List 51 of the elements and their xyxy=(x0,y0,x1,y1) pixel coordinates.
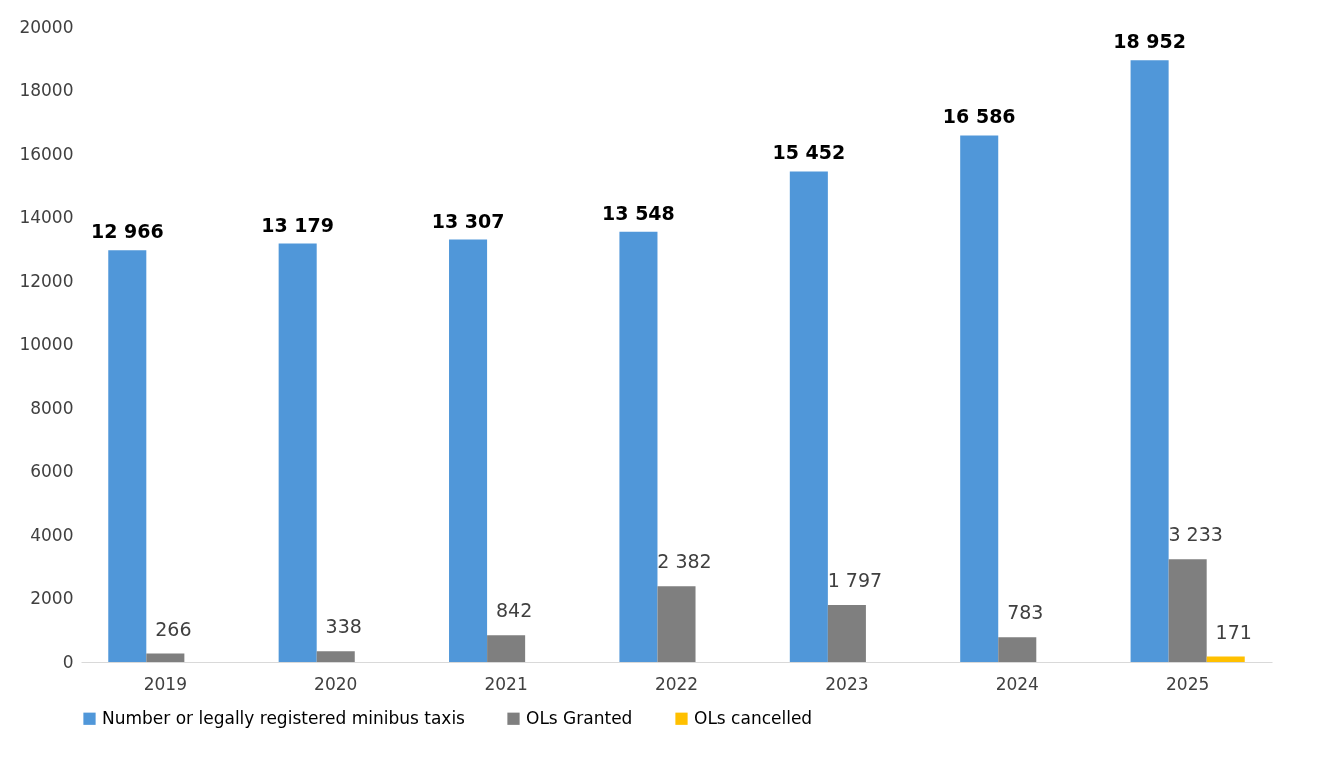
legend-label: OLs cancelled xyxy=(694,707,813,728)
bar xyxy=(960,135,999,662)
y-tick-label: 6000 xyxy=(30,461,74,481)
data-label: 266 xyxy=(155,617,192,640)
data-label: 12 966 xyxy=(90,220,164,243)
x-tick-label: 2020 xyxy=(314,673,358,694)
data-label: 13 548 xyxy=(602,201,675,224)
bar xyxy=(449,239,488,662)
data-label: 171 xyxy=(1215,620,1252,643)
data-label: 842 xyxy=(495,599,533,622)
y-tick-label: 16000 xyxy=(19,143,74,164)
x-tick-label: 2025 xyxy=(1166,673,1210,694)
x-tick-label: 2023 xyxy=(825,673,869,694)
y-tick-label: 20000 xyxy=(19,16,74,37)
y-tick-label: 14000 xyxy=(19,207,74,227)
y-tick-label: 8000 xyxy=(30,397,74,418)
bar xyxy=(827,604,866,662)
bar xyxy=(789,171,828,662)
data-label: 13 179 xyxy=(261,213,335,236)
bar xyxy=(619,231,658,662)
data-label: 338 xyxy=(325,615,362,638)
data-label: 783 xyxy=(1007,601,1044,624)
x-tick-label: 2021 xyxy=(484,673,528,694)
bar xyxy=(1206,656,1245,662)
y-tick-label: 10000 xyxy=(19,334,74,354)
data-label: 15 452 xyxy=(772,141,846,164)
data-label: 13 307 xyxy=(431,209,505,232)
data-label: 3 233 xyxy=(1168,523,1223,546)
legend-label: Number or legally registered minibus taxis xyxy=(102,707,466,728)
bar xyxy=(487,635,526,662)
legend-label: OLs Granted xyxy=(526,707,633,728)
y-tick-label: 12000 xyxy=(19,270,74,291)
x-tick-label: 2022 xyxy=(654,673,699,694)
y-tick-label: 4000 xyxy=(30,524,74,545)
bar xyxy=(998,637,1037,662)
bar xyxy=(657,586,696,662)
bar xyxy=(316,651,355,662)
x-tick-label: 2019 xyxy=(143,673,187,694)
x-tick-label: 2024 xyxy=(995,673,1039,694)
data-label: 18 952 xyxy=(1113,30,1186,53)
bar xyxy=(146,653,185,662)
data-label: 2 382 xyxy=(657,550,712,573)
bar xyxy=(1130,60,1169,662)
bar xyxy=(1168,559,1207,662)
y-tick-label: 2000 xyxy=(30,588,74,608)
y-tick-label: 0 xyxy=(62,651,74,672)
bar xyxy=(278,243,317,662)
y-tick-label: 18000 xyxy=(19,80,74,100)
data-label: 1 797 xyxy=(827,568,883,591)
data-label: 16 586 xyxy=(942,105,1016,128)
bar xyxy=(108,250,147,662)
